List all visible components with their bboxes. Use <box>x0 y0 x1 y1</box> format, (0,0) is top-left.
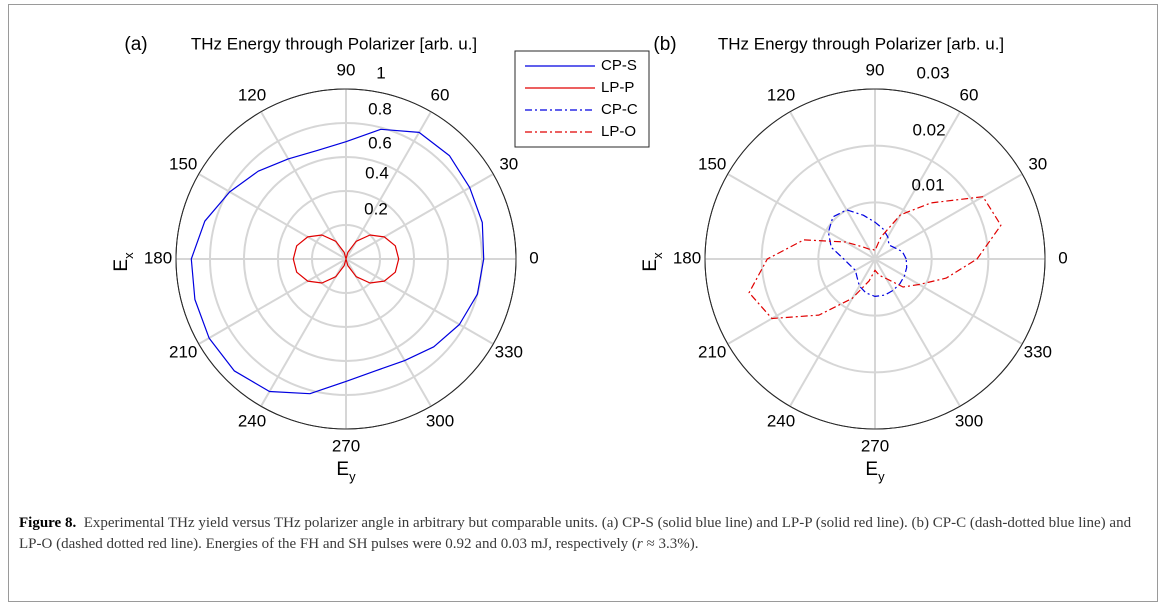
polar-grid-spoke-a <box>345 111 432 260</box>
legend-label-lp-p: LP-P <box>601 79 634 96</box>
r-tick-label: 0.6 <box>368 133 392 152</box>
theta-tick-label: 180 <box>144 248 172 267</box>
polar-grid-spoke-b <box>789 258 876 407</box>
theta-tick-label: 300 <box>426 411 454 430</box>
theta-tick-label: 330 <box>495 342 523 361</box>
polar-grid-spoke-a <box>260 258 347 407</box>
theta-tick-label: 120 <box>238 86 266 105</box>
polar-grid-spoke-b <box>874 258 961 407</box>
series-line-cp-c <box>827 209 908 297</box>
r-tick-label: 0.01 <box>911 175 944 194</box>
polar-outer-circle-b <box>704 88 1046 430</box>
theta-tick-label: 300 <box>955 411 983 430</box>
chart-title: THz Energy through Polarizer [arb. u.] <box>718 34 1004 53</box>
polar-grid-spoke-b <box>727 258 876 345</box>
polar-grid-spoke-a <box>198 258 347 345</box>
theta-tick-label: 0 <box>529 248 538 267</box>
panel-label: (b) <box>653 34 676 55</box>
polar-grid-spoke-b <box>874 173 1023 260</box>
theta-tick-label: 270 <box>861 436 889 455</box>
polar-grid-spoke-b <box>727 173 876 260</box>
theta-tick-label: 120 <box>767 86 795 105</box>
theta-tick-label: 210 <box>698 342 726 361</box>
polar-grid-spoke-a <box>198 173 347 260</box>
axis-label-ey: Ey <box>865 459 885 484</box>
polar-grid-spoke-a <box>260 111 347 260</box>
panel-label: (a) <box>124 34 147 55</box>
legend-label-cp-c: CP-C <box>601 101 638 118</box>
theta-tick-label: 150 <box>698 154 726 173</box>
series-line-cp-s <box>190 128 485 395</box>
r-tick-label: 1 <box>376 63 385 82</box>
chart-title: THz Energy through Polarizer [arb. u.] <box>191 34 477 53</box>
theta-tick-label: 30 <box>1028 154 1047 173</box>
legend-box <box>514 50 650 148</box>
legend-label-lp-o: LP-O <box>601 123 636 140</box>
theta-tick-label: 30 <box>499 154 518 173</box>
r-tick-label: 0.03 <box>916 63 949 82</box>
figure-caption: Figure 8. Experimental THz yield versus … <box>19 513 1149 555</box>
caption-label: Figure 8. <box>19 515 77 531</box>
figure-canvas: 03060901201501802102402703003300.20.40.6… <box>111 34 1068 484</box>
theta-tick-label: 60 <box>960 86 979 105</box>
theta-tick-label: 150 <box>169 154 197 173</box>
polar-grid-spoke-b <box>874 111 961 260</box>
theta-tick-label: 210 <box>169 342 197 361</box>
r-tick-label: 0.8 <box>368 99 392 118</box>
polar-grid-spoke-b <box>874 258 1023 345</box>
legend-label-cp-s: CP-S <box>601 57 637 74</box>
series-line-lp-p <box>292 234 400 284</box>
theta-tick-label: 240 <box>238 411 266 430</box>
polar-grid-spoke-a <box>345 258 432 407</box>
r-tick-label: 0.02 <box>912 120 945 139</box>
theta-tick-label: 330 <box>1024 342 1052 361</box>
r-tick-label: 0.4 <box>365 163 389 182</box>
axis-label-ey: Ey <box>336 459 356 484</box>
theta-tick-label: 180 <box>673 248 701 267</box>
caption-text-1: Experimental THz yield versus THz polari… <box>19 515 1132 552</box>
polar-grid-spoke-a <box>345 258 494 345</box>
caption-r-symbol: r <box>636 536 643 552</box>
r-tick-label: 0.2 <box>364 199 388 218</box>
theta-tick-label: 270 <box>332 436 360 455</box>
figure-frame: 0 30 60 90 120 150 180 210 240 270 300 330 0.2 0.4 0.6… <box>8 4 1158 602</box>
theta-tick-label: 240 <box>767 411 795 430</box>
theta-tick-label: 60 <box>431 86 450 105</box>
polar-outer-circle-a <box>175 88 517 430</box>
axis-label-ex: Ex <box>111 252 136 272</box>
polar-grid-spoke-a <box>345 173 494 260</box>
polar-grid-spoke-b <box>789 111 876 260</box>
caption-text-2: ≈ 3.3%). <box>642 536 699 552</box>
series-line-lp-o <box>748 196 1002 320</box>
theta-tick-label: 0 <box>1058 248 1067 267</box>
theta-tick-label: 90 <box>337 60 356 79</box>
theta-tick-label: 90 <box>866 60 885 79</box>
axis-label-ex: Ex <box>640 252 665 272</box>
